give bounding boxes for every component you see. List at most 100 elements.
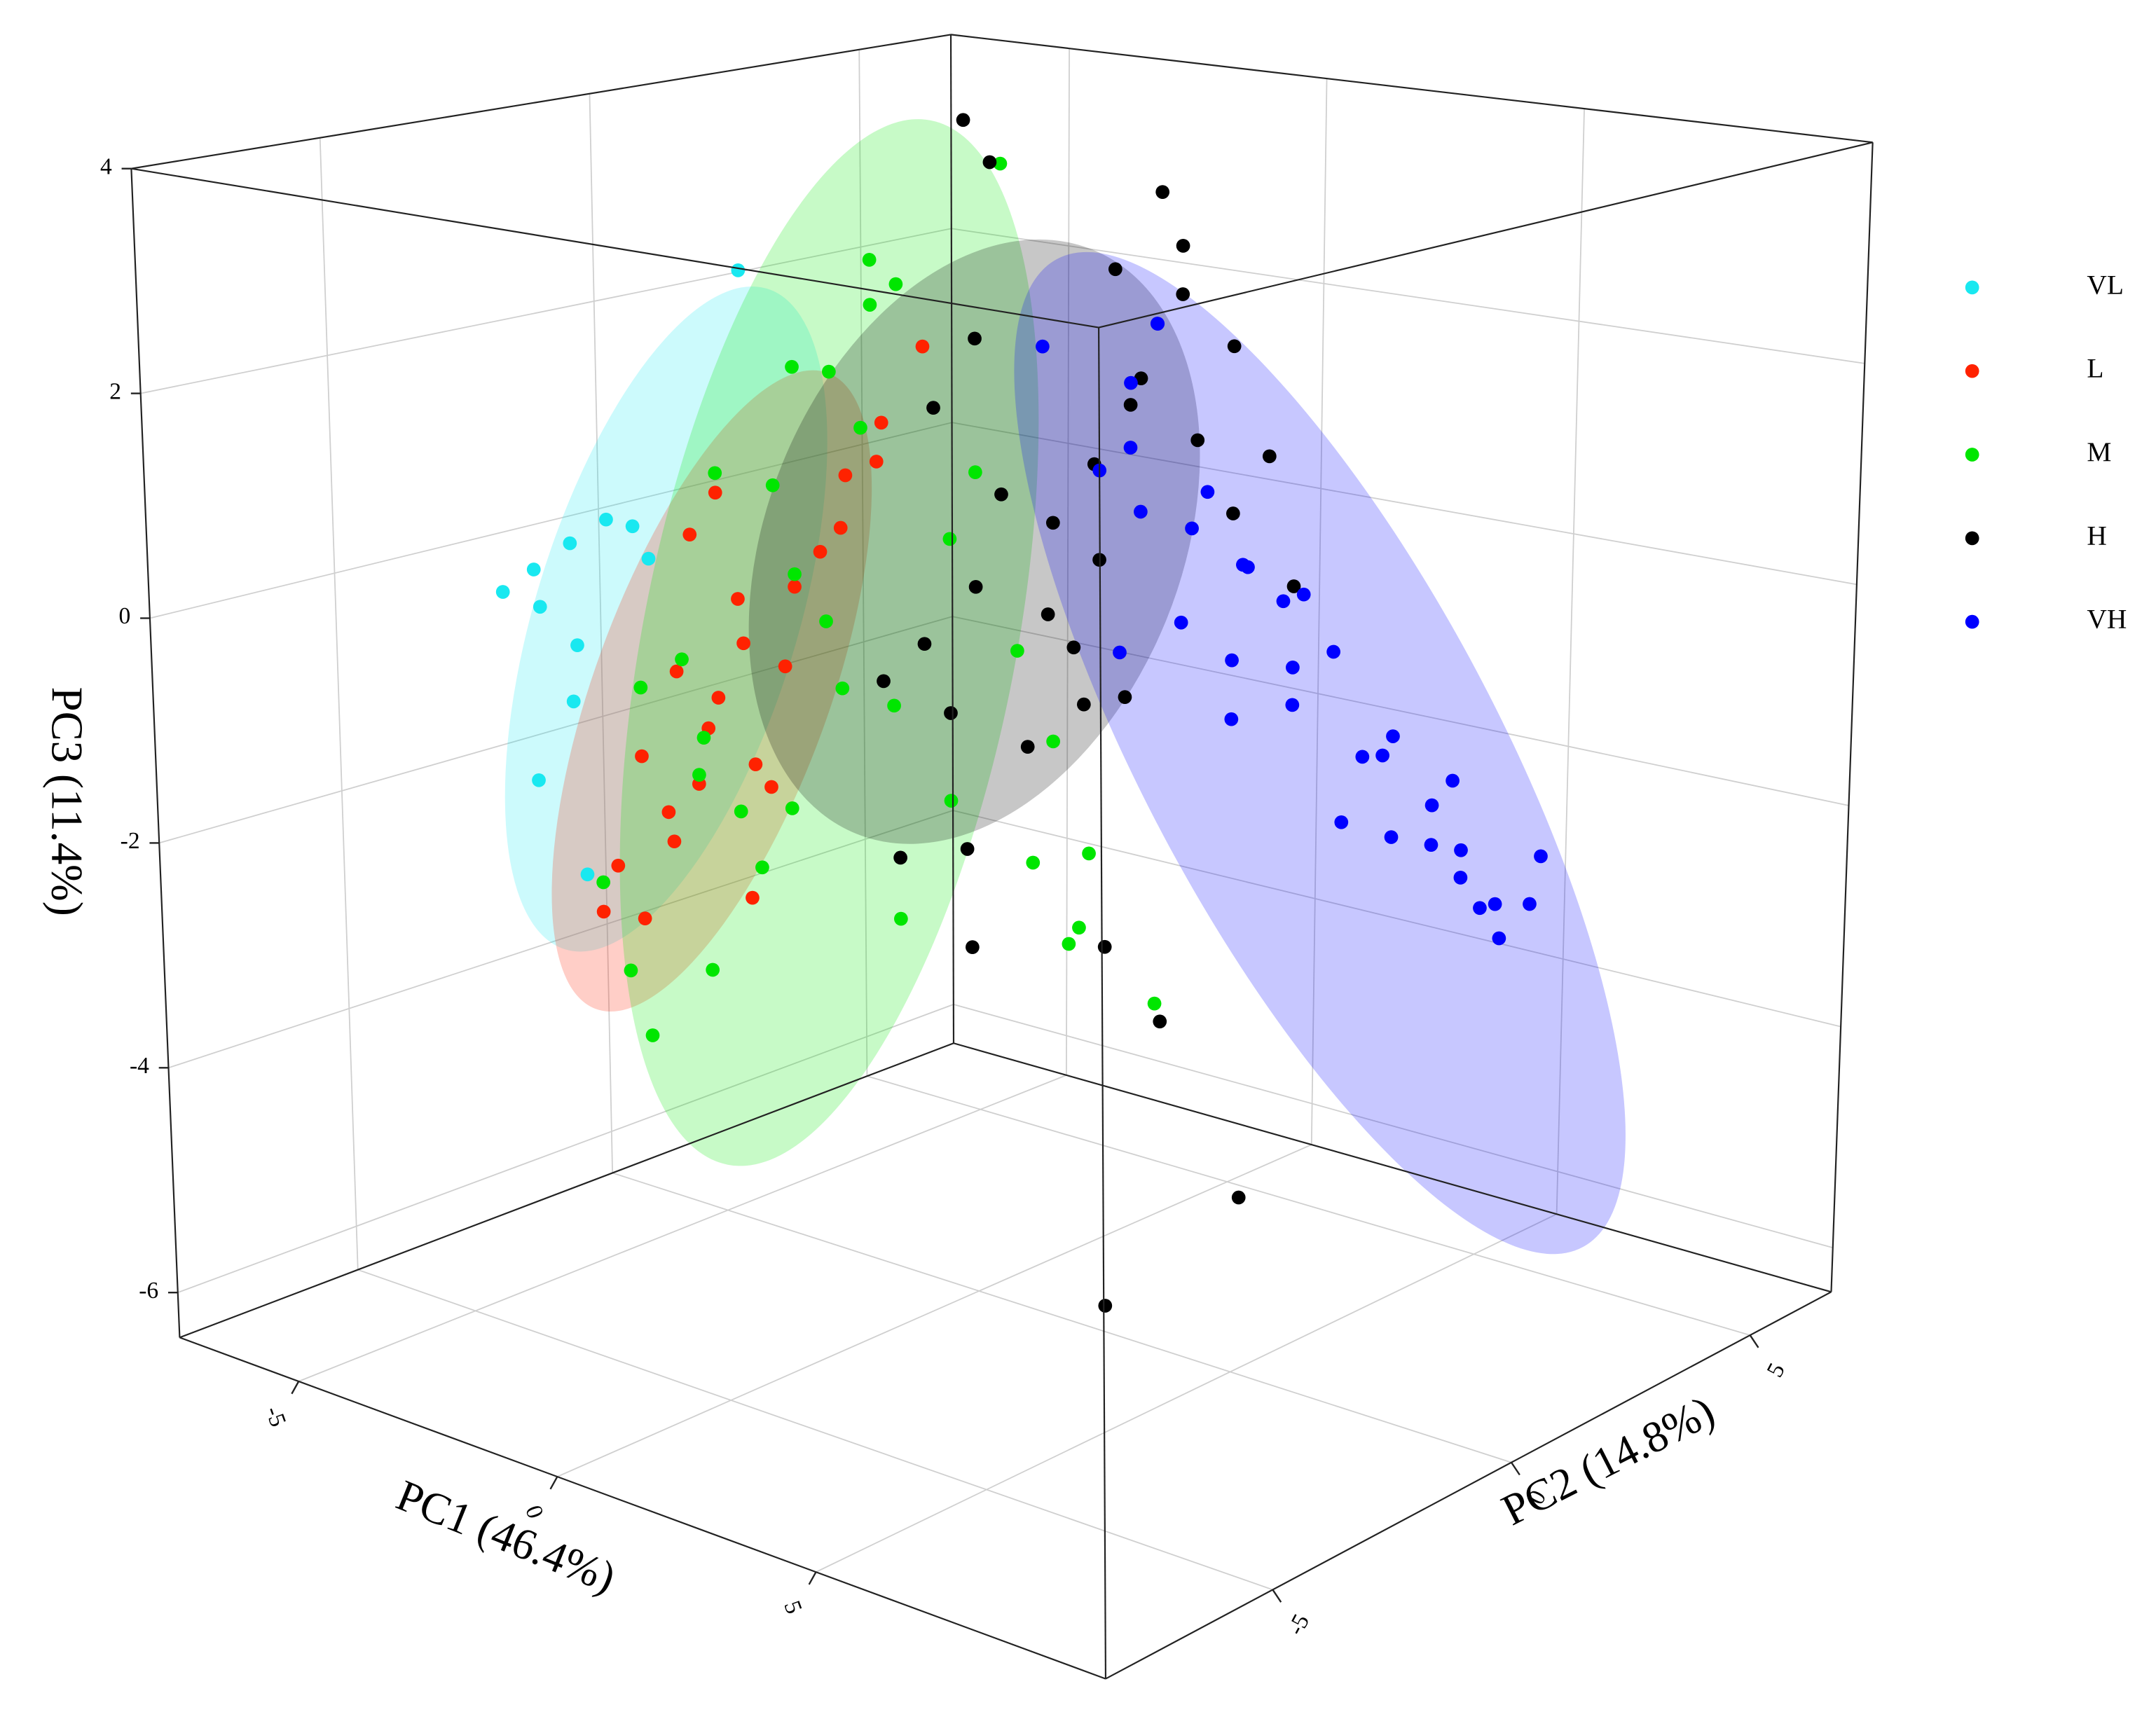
data-point	[1041, 607, 1055, 621]
data-point	[915, 339, 930, 354]
data-point	[669, 664, 684, 679]
z-tick-label: 4	[100, 153, 112, 179]
data-point	[755, 860, 769, 875]
grid-line	[1310, 78, 1328, 1145]
data-point	[778, 659, 792, 674]
data-point	[874, 415, 888, 430]
data-point	[1118, 690, 1132, 704]
y-tick-label: 5	[1762, 1359, 1790, 1381]
data-point	[1200, 485, 1215, 499]
grid-line	[158, 616, 953, 844]
data-point	[661, 805, 676, 820]
data-point	[706, 962, 720, 977]
data-point	[1153, 1014, 1167, 1029]
data-point	[862, 253, 877, 267]
data-point	[994, 487, 1008, 502]
data-point	[1123, 441, 1138, 455]
data-point	[1097, 939, 1112, 954]
data-point	[1134, 504, 1148, 519]
legend-marker	[1965, 448, 1979, 462]
grid-line	[557, 1144, 1312, 1477]
data-point	[819, 614, 833, 628]
grid-line	[1556, 109, 1585, 1215]
grid-line	[951, 228, 1865, 364]
data-point	[1236, 558, 1250, 572]
data-point	[1036, 339, 1050, 354]
data-point	[1384, 830, 1399, 844]
data-point	[853, 420, 867, 435]
data-point	[1523, 897, 1537, 911]
data-point	[682, 527, 697, 541]
data-point	[1174, 615, 1188, 630]
data-point	[1453, 871, 1468, 885]
data-point	[765, 478, 780, 492]
data-point	[1108, 262, 1122, 277]
data-point	[833, 520, 848, 535]
data-point	[570, 638, 584, 652]
box-edge	[953, 1042, 1832, 1293]
data-point	[532, 773, 546, 787]
data-point	[1334, 815, 1349, 829]
x-tick-label: -5	[260, 1403, 291, 1430]
box-edge	[179, 1042, 954, 1339]
legend-marker	[1965, 364, 1979, 378]
data-point	[1066, 640, 1081, 655]
data-point	[708, 466, 722, 481]
data-point	[960, 842, 975, 856]
grid-line	[140, 228, 952, 394]
box-edge	[1098, 141, 1873, 329]
data-point	[877, 674, 891, 689]
data-point	[813, 544, 828, 559]
box-edge	[131, 167, 1099, 329]
data-point	[1020, 740, 1035, 754]
data-point	[1473, 901, 1487, 916]
data-point	[1227, 339, 1242, 354]
data-point	[863, 298, 877, 312]
data-point	[748, 757, 763, 771]
data-point	[734, 804, 748, 819]
z-tick-label: -2	[121, 828, 140, 854]
x-tick	[549, 1476, 558, 1490]
box-edge	[131, 34, 952, 170]
data-point	[526, 562, 541, 577]
legend-label: VL	[2087, 269, 2124, 300]
data-point	[869, 455, 884, 469]
grid-line	[1066, 48, 1070, 1075]
data-point	[888, 277, 903, 291]
data-point	[993, 156, 1008, 171]
grid-line	[298, 1075, 1067, 1382]
x-axis-title: PC1 (46.4%)	[390, 1470, 622, 1602]
data-point	[1286, 660, 1300, 675]
data-point	[1386, 729, 1400, 743]
data-point	[746, 890, 760, 905]
data-point	[692, 768, 706, 782]
legend-label: M	[2087, 436, 2111, 467]
data-point	[968, 331, 982, 346]
data-point	[894, 911, 908, 926]
confidence-ellipse	[1014, 251, 1626, 1255]
z-tick-label: 2	[109, 378, 121, 404]
data-point	[785, 359, 799, 374]
data-point	[611, 858, 626, 873]
data-point	[822, 364, 836, 379]
data-point	[968, 465, 982, 479]
data-point	[1446, 773, 1460, 788]
data-point	[785, 801, 799, 815]
grid-line	[357, 1269, 1273, 1591]
data-point	[1082, 846, 1096, 861]
data-point	[736, 636, 750, 651]
data-point	[580, 867, 595, 882]
data-point	[1225, 653, 1239, 668]
z-tick-label: -6	[139, 1278, 158, 1304]
data-point	[641, 551, 656, 566]
data-point	[563, 536, 577, 551]
confidence-ellipse	[551, 370, 872, 1012]
data-point	[599, 512, 613, 527]
data-point	[1190, 433, 1205, 448]
legend-marker	[1965, 280, 1979, 295]
data-point	[1231, 1190, 1246, 1205]
grid-line	[867, 1075, 1750, 1336]
data-point	[1062, 937, 1076, 951]
data-point	[1224, 712, 1239, 726]
data-point	[1113, 645, 1127, 660]
